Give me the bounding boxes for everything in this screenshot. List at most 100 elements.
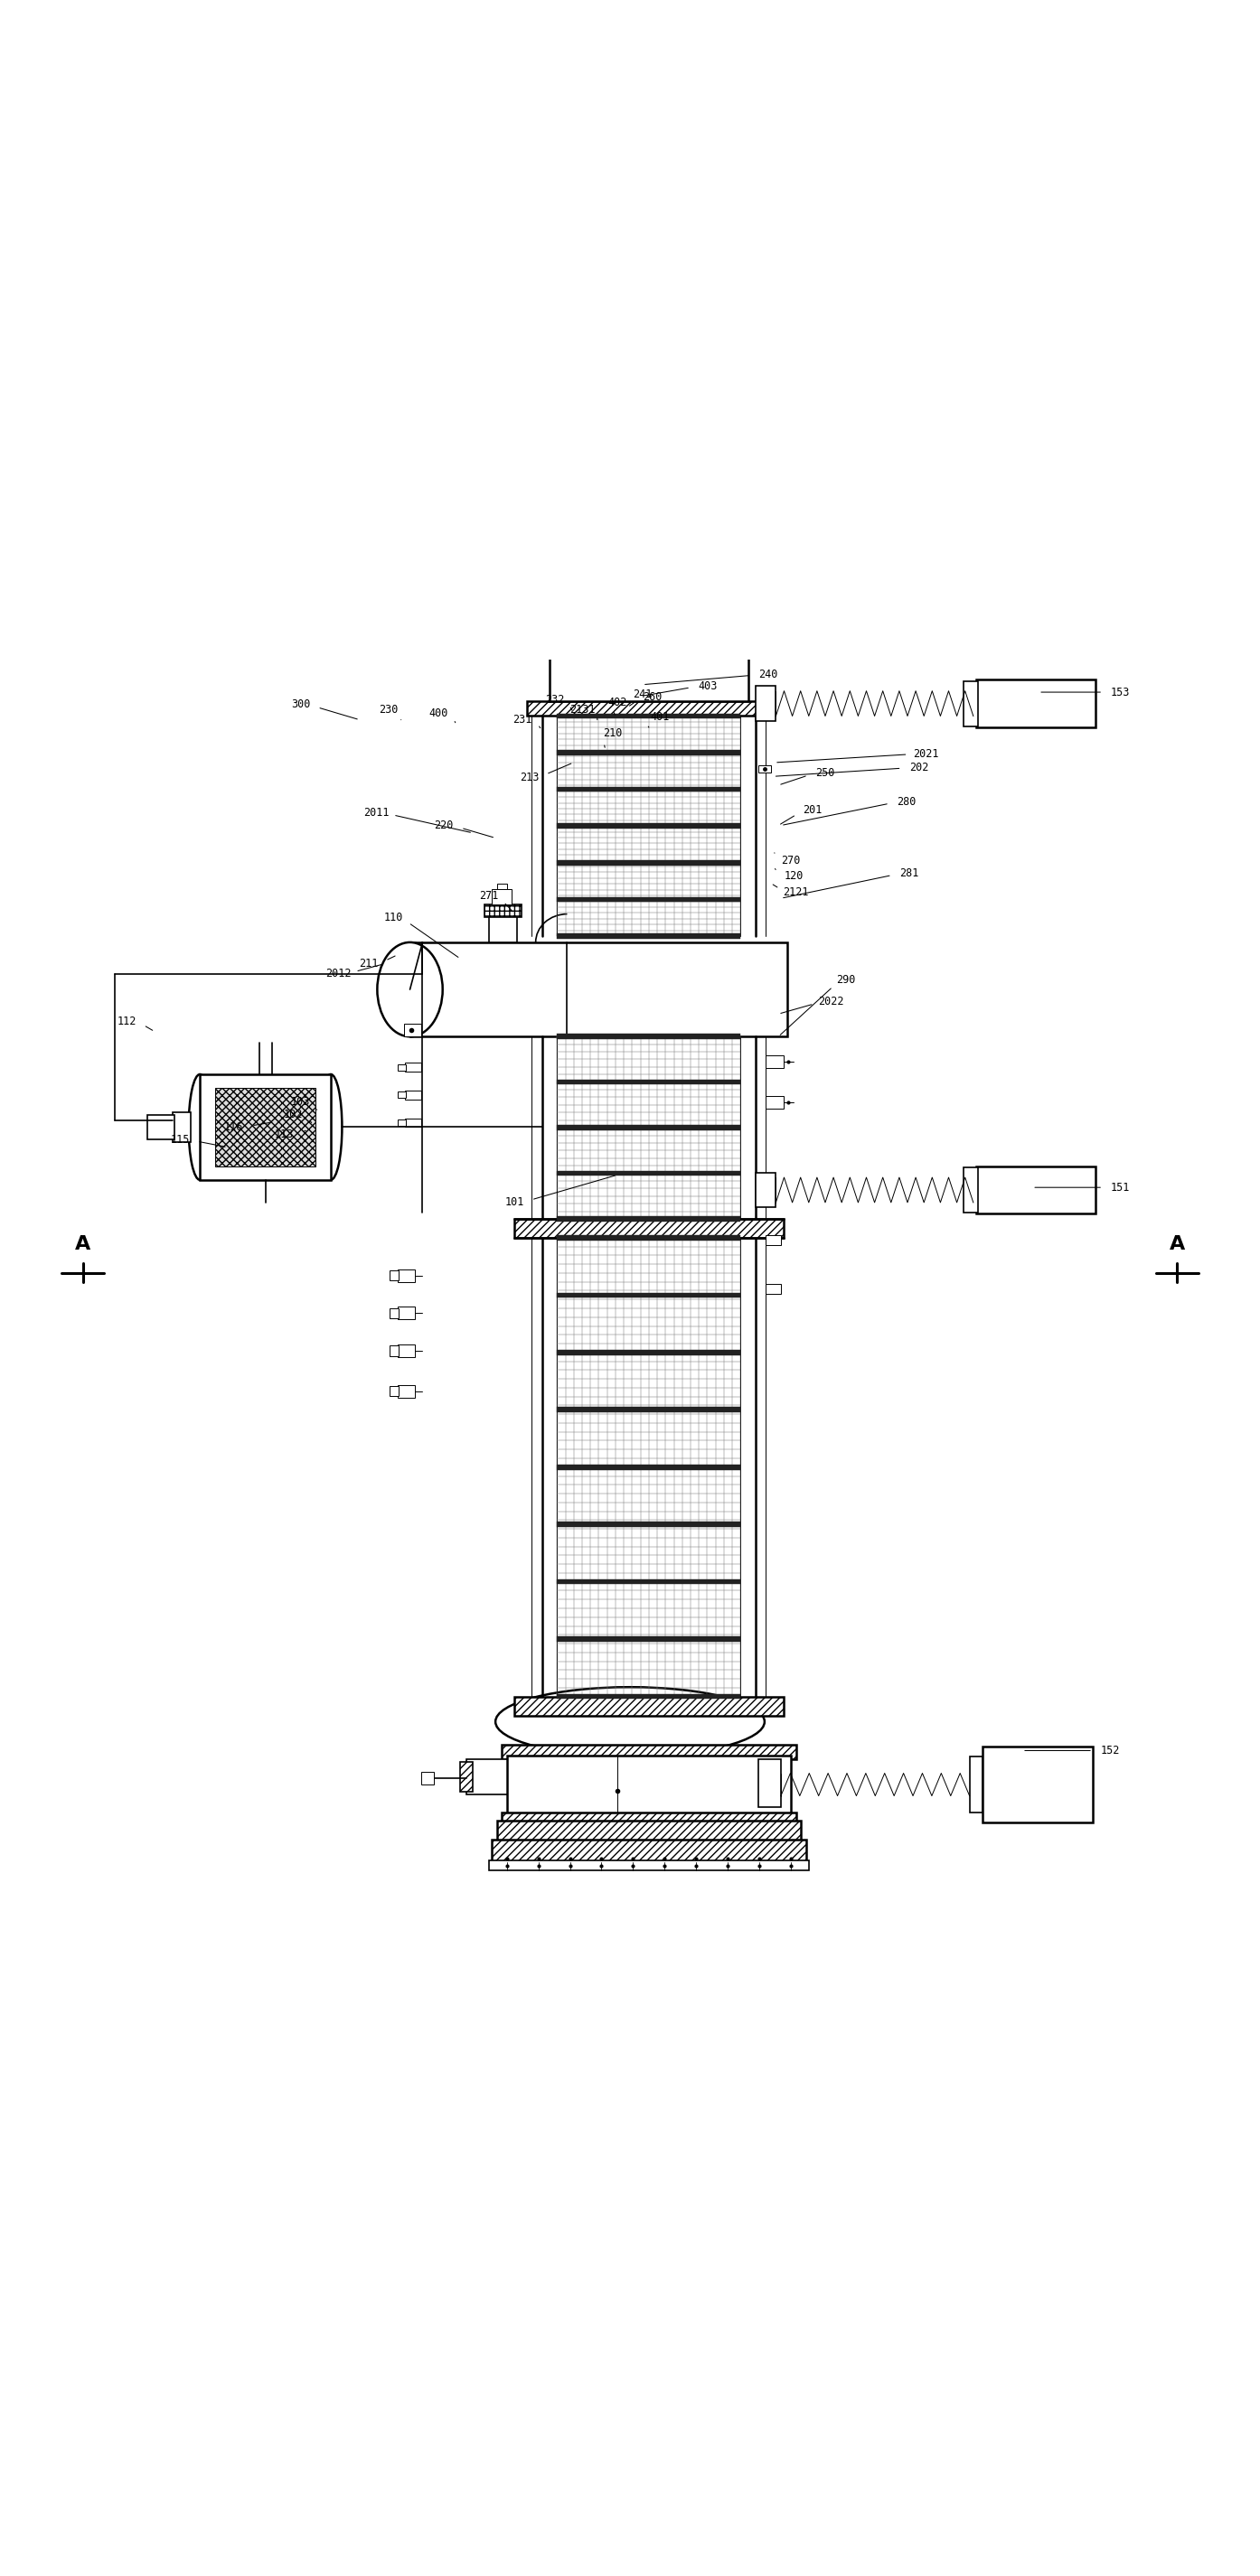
Text: 103: 103 [291,1095,310,1108]
Bar [557,714,741,719]
Bar [963,680,978,726]
Text: 401: 401 [650,711,670,724]
Text: 112: 112 [117,1015,136,1028]
Bar [397,1121,406,1126]
Bar [982,1747,1092,1821]
Ellipse shape [189,1074,212,1180]
Bar [557,1033,741,1038]
Text: 241: 241 [633,688,653,701]
Bar [756,685,776,721]
Text: 290: 290 [837,974,856,987]
Text: 2012: 2012 [325,969,352,979]
Bar [397,1386,415,1396]
Bar [557,1126,741,1131]
Text: 403: 403 [698,680,718,693]
Text: 151: 151 [1111,1182,1130,1193]
Text: 402: 402 [607,696,627,708]
Bar [404,1064,421,1072]
Text: 2011: 2011 [363,806,389,819]
Text: 101: 101 [505,1198,524,1208]
Bar [723,618,738,644]
Bar [766,1236,781,1244]
Bar [514,1218,784,1236]
Text: 201: 201 [803,804,822,817]
Ellipse shape [319,1074,341,1180]
Bar [557,1466,741,1471]
Text: 2022: 2022 [818,994,844,1007]
Bar [557,860,741,866]
Bar [496,1821,801,1842]
Bar [200,1074,330,1180]
Bar [173,1113,192,1141]
Bar [147,1115,175,1139]
Bar [404,1118,421,1128]
Bar [963,1167,978,1213]
Text: 153: 153 [1111,685,1130,698]
Text: 210: 210 [602,729,622,739]
Text: A: A [1169,1234,1184,1252]
Bar [975,680,1095,726]
Bar [975,1167,1095,1213]
Text: 213: 213 [519,773,539,783]
Bar [489,914,517,943]
Bar [557,1293,741,1298]
Bar [557,1236,741,1239]
Bar [557,1350,741,1355]
Text: 116: 116 [224,1121,243,1133]
Text: 220: 220 [435,819,454,832]
Bar [759,765,771,773]
Bar [507,1757,791,1816]
Bar [403,1025,421,1036]
Text: 211: 211 [359,958,378,969]
Text: 240: 240 [759,670,777,680]
Ellipse shape [495,1687,765,1757]
Text: 115: 115 [170,1133,189,1146]
Bar [766,1056,784,1069]
Text: 271: 271 [480,889,499,902]
Bar [389,1345,398,1355]
Bar [969,1757,982,1811]
Bar [523,644,775,657]
Bar [460,1762,472,1793]
Bar [389,1386,398,1396]
Text: 2121: 2121 [784,886,809,899]
Bar [766,1285,781,1293]
Bar [421,1772,433,1785]
Text: 400: 400 [430,708,449,719]
Bar [389,1309,398,1319]
Text: 231: 231 [513,714,532,726]
Bar [759,1759,781,1808]
Ellipse shape [604,1772,631,1811]
Bar [721,611,741,621]
Bar [557,933,741,938]
Text: 2131: 2131 [570,703,595,716]
Bar [215,1087,315,1167]
Bar [491,1839,806,1862]
Bar [397,1306,415,1319]
Bar [557,824,741,829]
Bar [557,1636,741,1641]
Text: 260: 260 [643,690,663,703]
Bar [557,1216,741,1221]
Bar [501,1811,796,1821]
Text: 300: 300 [291,698,310,711]
Text: 2021: 2021 [912,747,939,760]
Bar [557,1170,741,1175]
FancyBboxPatch shape [554,657,743,703]
Text: 110: 110 [384,912,403,922]
FancyBboxPatch shape [410,943,788,1036]
Bar [557,786,741,791]
Text: A: A [76,1234,91,1252]
Bar [549,654,748,701]
Bar [557,611,577,621]
Bar [389,1270,398,1280]
Text: 270: 270 [781,855,800,866]
Bar [491,889,512,904]
Text: 152: 152 [1101,1744,1120,1757]
Bar [557,1522,741,1528]
Text: 102: 102 [284,1108,302,1121]
Bar [404,1090,421,1100]
Bar [496,884,507,889]
Bar [557,750,741,755]
Text: 113: 113 [275,1128,294,1141]
